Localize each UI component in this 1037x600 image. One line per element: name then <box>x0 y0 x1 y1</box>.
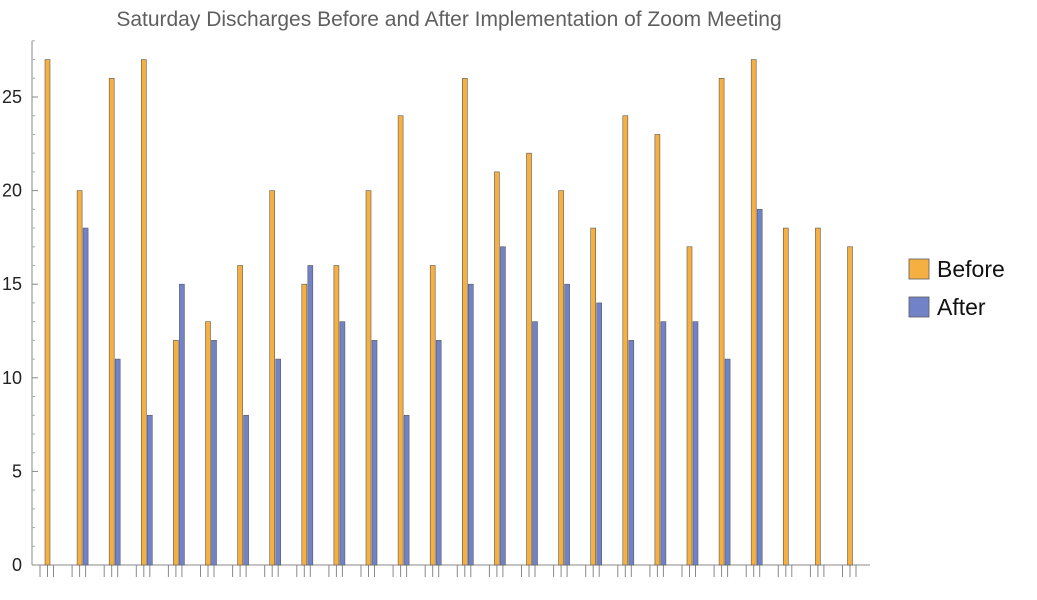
bar-after-21 <box>692 321 699 566</box>
bar-before-15 <box>494 171 500 566</box>
bar-after-14 <box>467 283 474 566</box>
bar-before-17 <box>558 190 564 566</box>
bar-after-5 <box>179 283 185 566</box>
bar-after-19 <box>628 340 635 566</box>
bars <box>44 59 853 566</box>
bar-before-20 <box>654 134 661 566</box>
bar-after-15 <box>500 246 506 566</box>
chart-title: Saturday Discharges Before and After Imp… <box>116 8 781 31</box>
bar-before-25 <box>815 227 821 566</box>
legend-swatch-after <box>908 296 930 318</box>
x-axis <box>32 564 870 577</box>
bar-before-8 <box>269 190 276 566</box>
bar-after-13 <box>435 340 442 566</box>
y-tick-label: 5 <box>12 461 22 481</box>
bar-after-6 <box>211 340 217 566</box>
bar-before-18 <box>590 227 597 566</box>
y-tick-label: 10 <box>2 368 22 388</box>
bar-after-23 <box>756 209 763 566</box>
bar-before-9 <box>301 283 308 566</box>
bar-before-6 <box>205 321 211 566</box>
bar-after-8 <box>275 358 282 566</box>
bar-after-18 <box>596 302 603 566</box>
bar-before-3 <box>108 77 115 566</box>
bar-before-4 <box>141 59 147 566</box>
y-tick-label: 0 <box>12 555 22 575</box>
bar-after-22 <box>724 358 731 566</box>
legend-label-after: After <box>937 294 986 320</box>
legend-label-before: Before <box>937 256 1005 282</box>
bar-after-7 <box>243 414 249 566</box>
bar-before-1 <box>44 59 51 566</box>
bar-before-12 <box>397 115 404 566</box>
bar-after-12 <box>403 414 410 566</box>
bar-after-20 <box>660 321 667 566</box>
bar-after-2 <box>82 227 89 566</box>
bar-after-17 <box>564 283 570 566</box>
bar-after-10 <box>339 321 346 566</box>
y-axis: 0 5 10 15 20 25 <box>2 40 38 575</box>
bar-before-21 <box>686 246 693 566</box>
y-tick-label: 20 <box>2 181 22 201</box>
bar-before-14 <box>461 77 468 566</box>
bar-after-11 <box>371 340 378 566</box>
bar-before-2 <box>76 190 83 566</box>
bar-after-16 <box>532 321 538 566</box>
y-tick-label: 15 <box>2 274 22 294</box>
bar-after-4 <box>147 414 153 566</box>
bar-before-5 <box>173 340 179 566</box>
bar-before-16 <box>526 152 532 566</box>
bar-before-10 <box>333 265 340 566</box>
legend: Before After <box>908 256 1005 320</box>
bar-before-11 <box>365 190 372 566</box>
bar-before-22 <box>718 77 725 566</box>
bar-before-7 <box>237 265 243 566</box>
y-tick-label: 25 <box>2 87 22 107</box>
bar-before-19 <box>622 115 629 566</box>
bar-before-26 <box>847 246 853 566</box>
bar-after-9 <box>307 265 314 566</box>
bar-before-23 <box>750 59 757 566</box>
bar-before-24 <box>782 227 789 566</box>
legend-swatch-before <box>908 258 930 280</box>
bar-before-13 <box>429 265 436 566</box>
bar-after-3 <box>114 358 121 566</box>
